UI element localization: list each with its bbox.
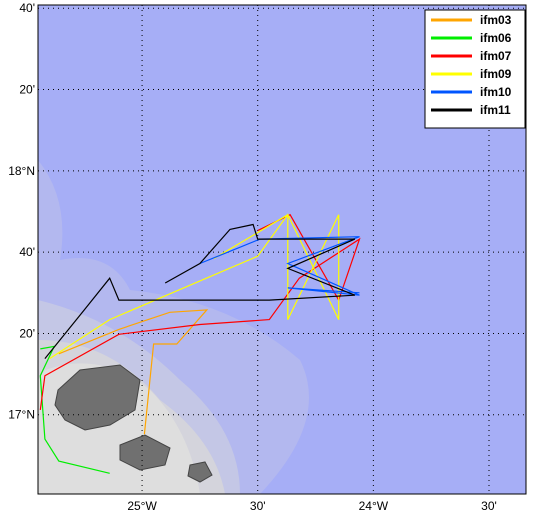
y-tick-label: 18°N <box>8 164 35 178</box>
track <box>39 345 110 474</box>
axis-labels: 25°W 30' 24°W 30' 17°N 20' 40' 18°N 20' 40' <box>8 1 497 513</box>
y-tick-label: 40' <box>19 245 35 259</box>
island <box>54 364 141 431</box>
x-tick-label: 30' <box>481 499 497 513</box>
frame <box>37 4 527 495</box>
legend-label: ifm09 <box>480 67 512 81</box>
legend: ifm03 ifm06 ifm07 ifm09 ifm10 ifm11 <box>424 9 526 129</box>
x-tick-label: 24°W <box>359 499 389 513</box>
y-tick-label: 40' <box>19 1 35 15</box>
track <box>49 213 340 360</box>
x-tick-label: 30' <box>250 499 266 513</box>
y-tick-label: 17°N <box>8 408 35 422</box>
legend-label: ifm11 <box>480 103 511 117</box>
island <box>187 461 213 483</box>
legend-label: ifm10 <box>480 85 512 99</box>
y-tick-label: 20' <box>19 83 35 97</box>
track <box>44 223 356 359</box>
legend-box <box>424 9 526 129</box>
tracks <box>39 213 361 474</box>
island <box>119 434 171 471</box>
legend-label: ifm07 <box>480 49 512 63</box>
legend-label: ifm06 <box>480 31 512 45</box>
x-tick-label: 25°W <box>127 499 157 513</box>
legend-label: ifm03 <box>480 13 512 27</box>
track <box>58 309 209 435</box>
y-tick-label: 20' <box>19 326 35 340</box>
